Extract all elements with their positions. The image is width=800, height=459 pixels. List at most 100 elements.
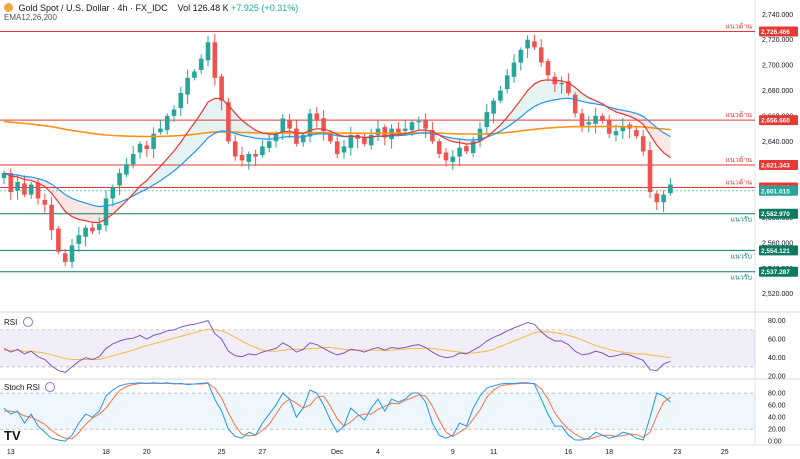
candle-up xyxy=(171,109,177,116)
tradingview-logo: TV xyxy=(4,428,21,443)
level-name-resistance: แนวต้าน xyxy=(726,179,753,187)
ema-cloud-segment xyxy=(201,102,208,146)
x-tick-label: 18 xyxy=(605,449,613,456)
level-price-label: 2,537.287 xyxy=(761,269,790,276)
candle-up xyxy=(518,49,524,63)
ema200-line xyxy=(3,120,671,138)
candle-up xyxy=(260,146,265,156)
rsi-tick-label: 60.00 xyxy=(768,337,786,344)
rsi-band xyxy=(0,329,755,367)
rsi-tick-label: 20.00 xyxy=(768,374,786,381)
candle-up xyxy=(69,245,75,262)
level-price-label: 2,621.343 xyxy=(761,162,790,169)
ema-cloud-segment xyxy=(72,198,79,220)
ema-cloud-segment xyxy=(160,158,168,181)
candle-up xyxy=(559,82,564,85)
candle-up xyxy=(307,113,313,137)
level-price-label: 2,656.660 xyxy=(761,118,790,125)
stoch-tick-label: 80.00 xyxy=(768,391,786,398)
symbol-title[interactable]: Gold Spot / U.S. Dollar · 4h · FX_IDC xyxy=(18,3,168,13)
x-tick-label: 9 xyxy=(451,449,455,456)
stoch-d-line xyxy=(4,382,671,440)
stoch-settings-icon[interactable] xyxy=(45,382,56,392)
candle-down xyxy=(464,146,469,152)
x-tick-label: 11 xyxy=(490,449,497,456)
ema-cloud-segment xyxy=(194,113,202,153)
candle-up xyxy=(83,227,88,237)
rsi-ma-line xyxy=(4,328,671,360)
level-price-label: 2,554.121 xyxy=(761,248,790,255)
y-tick-label: 2,740.000 xyxy=(762,12,793,19)
ema-cloud-segment xyxy=(514,99,521,123)
level-name-support: แนวรับ xyxy=(731,274,752,282)
candle-up xyxy=(124,164,129,175)
stoch-k-line xyxy=(3,382,671,442)
ema12-line xyxy=(3,79,671,224)
candle-down xyxy=(634,130,639,137)
candle-up xyxy=(178,93,184,109)
ema-cloud-segment xyxy=(520,90,528,117)
level-price-tag xyxy=(759,208,798,219)
candle-down xyxy=(328,132,333,142)
candle-up xyxy=(273,133,279,142)
candle-up xyxy=(341,146,347,153)
candle-down xyxy=(62,253,68,262)
y-tick-label: 2,720.000 xyxy=(762,37,793,44)
candle-up xyxy=(498,90,503,101)
candle-up xyxy=(525,39,530,49)
candle-down xyxy=(49,204,54,231)
y-tick-label: 2,640.000 xyxy=(762,139,793,146)
candle-down xyxy=(232,141,238,157)
candle-up xyxy=(491,100,496,114)
level-price-tag xyxy=(759,159,798,170)
ema-cloud-segment xyxy=(112,202,120,214)
candle-down xyxy=(443,152,449,161)
candle-up xyxy=(266,141,272,148)
candle-up xyxy=(668,184,673,194)
candle-up xyxy=(192,71,197,78)
rsi-panel-label[interactable]: RSI xyxy=(4,317,33,327)
candle-down xyxy=(226,102,231,142)
candle-up xyxy=(375,128,381,135)
candle-down xyxy=(144,145,150,149)
candle-down xyxy=(396,128,401,133)
ema-indicator-label[interactable]: EMA12,26,200 xyxy=(4,13,57,22)
rsi-line xyxy=(3,320,671,373)
candle-up xyxy=(96,223,102,230)
candle-down xyxy=(545,61,551,76)
current-price-tag xyxy=(759,185,798,196)
candle-down xyxy=(362,137,367,144)
level-name-resistance: แนวต้าน xyxy=(726,111,753,119)
candle-down xyxy=(382,127,388,138)
candle-up xyxy=(348,134,354,148)
candle-up xyxy=(280,118,286,133)
candle-up xyxy=(504,75,510,89)
current-price-label: 2,601.015 xyxy=(761,188,790,195)
stoch-tick-label: 40.00 xyxy=(768,415,786,422)
stoch-panel-label[interactable]: Stoch RSI xyxy=(4,382,56,392)
candle-up xyxy=(130,154,136,165)
candle-down xyxy=(314,113,320,120)
candle-up xyxy=(661,194,666,203)
stoch-label: Stoch RSI xyxy=(4,383,41,392)
rsi-settings-icon[interactable] xyxy=(22,317,33,327)
y-tick-label: 2,700.000 xyxy=(762,63,793,70)
ema-cloud-segment xyxy=(208,98,215,138)
candle-up xyxy=(511,62,517,77)
stoch-tick-label: 0.00 xyxy=(768,439,782,446)
candle-up xyxy=(450,156,456,162)
candle-down xyxy=(239,155,245,161)
x-tick-label: 25 xyxy=(721,449,729,456)
candle-down xyxy=(287,119,292,129)
x-tick-label: 25 xyxy=(218,449,226,456)
candle-up xyxy=(613,131,619,136)
candle-up xyxy=(76,235,82,244)
y-tick-label: 2,520.000 xyxy=(762,291,793,298)
y-tick-label: 2,560.000 xyxy=(762,240,793,247)
ema-cloud-segment xyxy=(51,184,59,203)
candle-up xyxy=(477,128,483,142)
level-name-resistance: แนวต้าน xyxy=(726,156,753,164)
ema-cloud-segment xyxy=(541,79,548,104)
candle-down xyxy=(42,199,48,205)
